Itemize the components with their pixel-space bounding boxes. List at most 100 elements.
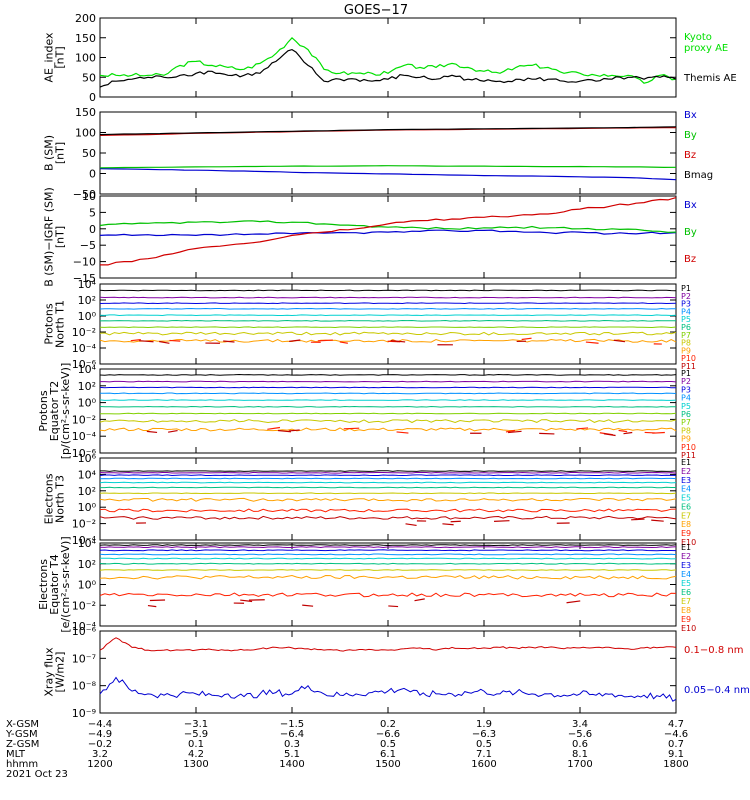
legend-channel-e4: E4 [681, 570, 691, 579]
y-tick-label: 10⁻⁶ [72, 358, 97, 371]
flux-channel-7 [100, 412, 677, 415]
y-axis-label-line: [nT] [54, 226, 67, 248]
panel-5: 10⁻⁶ 10⁻⁴ 10⁻² 10⁰ 10² 10⁴ ProtonsEquator T2[p… [37, 363, 696, 460]
flux-fragment [343, 427, 360, 430]
legend-channel-e8: E8 [681, 606, 691, 615]
series-line-xray-0 [99, 637, 677, 652]
legend-channel-e9: E9 [681, 529, 691, 538]
y-tick-label: 0 [89, 91, 96, 104]
flux-channel-1 [100, 470, 677, 472]
legend-kyoto: Kyoto [684, 32, 712, 43]
y-tick-label: 10⁰ [78, 397, 97, 410]
flux-channel-6 [100, 486, 676, 489]
flux-channel-6 [99, 562, 677, 565]
x-axis-value: 3.4 [572, 719, 588, 730]
y-tick-label: −15 [73, 272, 96, 285]
legend-channel-e10: E10 [681, 538, 696, 547]
series-line-bz [100, 197, 677, 266]
flux-channel-6 [99, 405, 677, 408]
y-axis-label: AE_index[nT] [43, 32, 67, 83]
flux-channel-1 [99, 373, 677, 376]
y-axis-label-line: Protons [37, 390, 50, 431]
legend-channel-p9: P9 [681, 435, 691, 444]
series-line-bz [99, 127, 677, 136]
y-tick-label: 10⁻⁷ [72, 652, 96, 665]
y-tick-label: 150 [75, 106, 96, 119]
legend-channel-e10: E10 [681, 624, 696, 633]
flux-fragment [576, 427, 589, 430]
flux-channel-9 [99, 592, 677, 598]
legend-channel-p1: P1 [681, 284, 691, 293]
y-tick-label: 10² [78, 485, 96, 498]
flux-channel-3 [99, 386, 676, 389]
y-tick-label: −5 [80, 239, 96, 252]
legend-channel-e3: E3 [681, 561, 691, 570]
y-tick-label: 10⁴ [78, 468, 97, 481]
y-axis-label: ProtonsEquator T2[p/(cm²-s-sr-keV)] [37, 363, 72, 460]
flux-channel-8 [99, 574, 677, 580]
legend-channel-e1: E1 [681, 543, 691, 552]
legend-channel-e1: E1 [681, 458, 691, 467]
y-tick-label: 10⁰ [78, 579, 97, 592]
flux-channel-6 [99, 319, 677, 322]
legend-channel-e3: E3 [681, 476, 691, 485]
y-tick-label: 100 [75, 52, 96, 65]
flux-channel-5 [99, 314, 677, 317]
y-axis-label: B (SM)[nT] [43, 135, 67, 171]
flux-fragment [159, 340, 170, 344]
x-axis-value: 1600 [471, 759, 496, 770]
legend-channel-p2: P2 [681, 377, 691, 386]
x-axis-row-label: Z-GSM [6, 739, 39, 750]
y-tick-label: 10⁻⁴ [72, 342, 97, 355]
legend-by: By [684, 227, 697, 238]
x-axis-value: −6.4 [280, 729, 304, 740]
panel-frame [99, 283, 677, 365]
legend-channel-p11: P11 [681, 451, 696, 460]
y-tick-label: 10⁴ [78, 537, 97, 550]
x-axis-value: 4.2 [188, 749, 204, 760]
y-tick-label: −50 [73, 188, 96, 201]
y-axis-label-line: North T1 [54, 300, 67, 348]
x-axis-value: 8.1 [572, 749, 588, 760]
series-line-bx [99, 168, 677, 181]
flux-fragment [388, 605, 399, 608]
legend-bx: Bx [684, 200, 697, 211]
y-axis-label-line: [p/(cm²-s-sr-keV)] [59, 363, 72, 460]
flux-channel-9 [99, 427, 677, 432]
legend-bz: Bz [684, 254, 696, 265]
y-axis-label-line: Electrons [43, 473, 56, 524]
flux-channel-2 [99, 546, 677, 549]
legend-channel-e8: E8 [681, 520, 691, 529]
y-axis-label-line: North T3 [54, 475, 67, 523]
flux-channel-4 [99, 477, 677, 480]
series-line-themis-ae [99, 48, 677, 88]
flux-channel-7 [99, 569, 677, 571]
flux-fragment [494, 520, 510, 522]
y-tick-label: 10⁴ [78, 278, 97, 291]
y-tick-label: 10⁰ [78, 310, 97, 323]
series-line-kyoto-proxy-ae [99, 36, 677, 84]
flux-fragment [566, 600, 581, 604]
flux-fragment [396, 431, 409, 434]
series-line-bx [99, 229, 677, 237]
legend-channel-p1: P1 [681, 369, 691, 378]
x-axis-value: 1200 [87, 759, 112, 770]
flux-channel-4 [99, 553, 677, 556]
x-axis-value: −5.6 [568, 729, 592, 740]
y-tick-label: 10² [78, 294, 96, 307]
y-tick-label: 10⁻² [72, 413, 96, 426]
legend-bx: Bx [684, 110, 697, 121]
x-axis-row-label: hhmm [6, 759, 38, 770]
legend-channel-p9: P9 [681, 346, 691, 355]
flux-channel-8 [99, 331, 677, 336]
flux-fragment [508, 430, 522, 434]
legend-channel-p11: P11 [681, 362, 696, 371]
y-axis-label-line: [nT] [54, 46, 67, 68]
flux-fragment [288, 429, 300, 432]
flux-fragment [317, 339, 333, 342]
panel-frame [99, 195, 677, 279]
x-axis-value: 1.9 [476, 719, 492, 730]
